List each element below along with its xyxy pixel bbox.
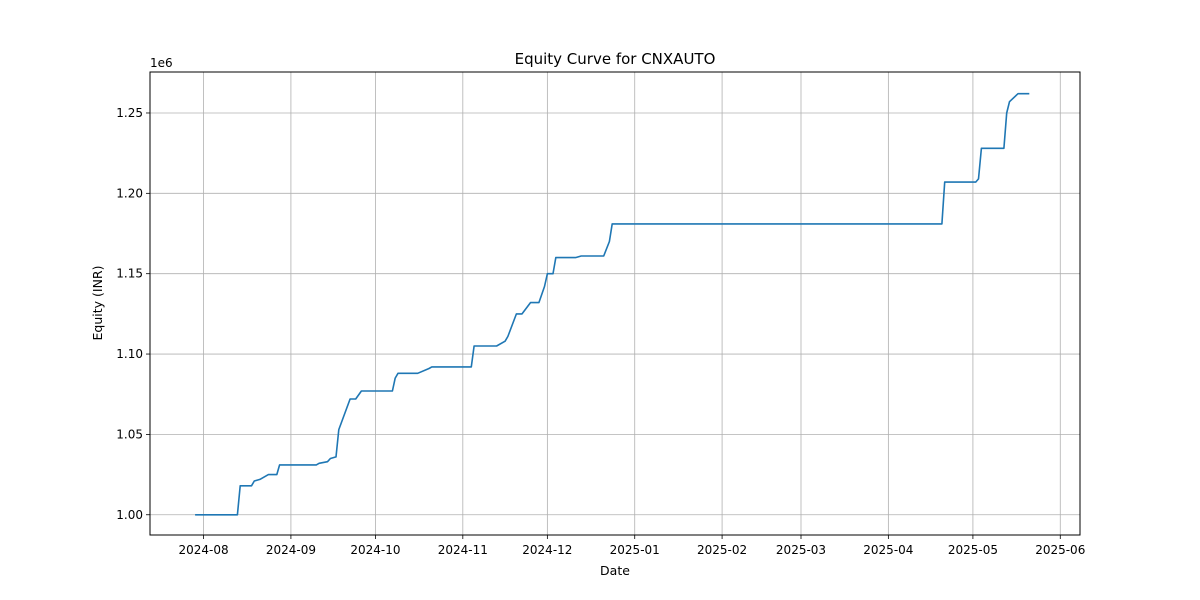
grid-layer [150, 72, 1080, 535]
y-tick-label: 1.10 [116, 347, 143, 361]
x-tick-label: 2025-01 [610, 543, 660, 557]
y-tick-label: 1.05 [116, 427, 143, 441]
x-tick-label: 2025-06 [1035, 543, 1085, 557]
chart-title: Equity Curve for CNXAUTO [515, 50, 716, 68]
plot-frame [149, 71, 1081, 536]
y-tick-label: 1.00 [116, 508, 143, 522]
x-axis-label: Date [600, 563, 630, 578]
y-axis-ticks: 1.00 1.05 1.10 1.15 1.20 1.25 [116, 106, 150, 522]
x-tick-label: 2024-08 [178, 543, 228, 557]
series-layer [195, 92, 1030, 516]
y-axis-label: Equity (INR) [90, 266, 105, 341]
x-axis-ticks: 2024-08 2024-09 2024-10 2024-11 2024-12 2025-… [178, 535, 1085, 557]
x-tick-label: 2025-05 [948, 543, 998, 557]
x-tick-label: 2025-03 [776, 543, 826, 557]
equity-series-line [195, 92, 1030, 516]
y-tick-label: 1.15 [116, 267, 143, 281]
x-tick-label: 2024-12 [522, 543, 572, 557]
y-tick-label: 1.25 [116, 106, 143, 120]
y-axis-offset-label: 1e6 [150, 56, 173, 70]
x-tick-label: 2024-11 [438, 543, 488, 557]
x-tick-label: 2024-09 [266, 543, 316, 557]
x-tick-label: 2024-10 [350, 543, 400, 557]
y-tick-label: 1.20 [116, 186, 143, 200]
x-tick-label: 2025-02 [697, 543, 747, 557]
x-tick-label: 2025-04 [863, 543, 913, 557]
